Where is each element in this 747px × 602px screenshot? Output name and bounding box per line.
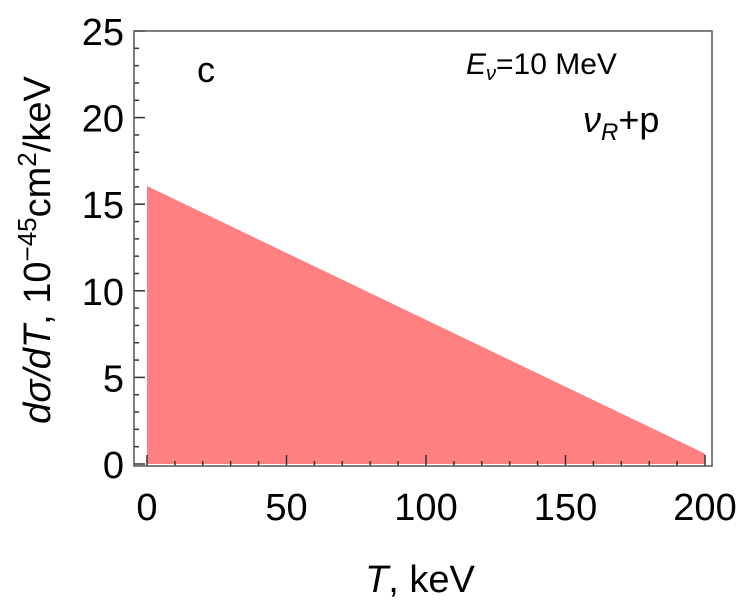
x-tick-label: 150 — [534, 487, 597, 529]
x-tick-label: 0 — [136, 487, 157, 529]
y-tick-label: 15 — [82, 185, 124, 227]
y-tick-label: 0 — [103, 445, 124, 487]
x-axis-label: T, keV — [365, 559, 475, 601]
x-tick-label: 200 — [673, 487, 736, 529]
y-tick-label: 25 — [82, 12, 124, 54]
y-tick-label: 20 — [82, 99, 124, 141]
y-tick-label: 5 — [103, 358, 124, 400]
series-area — [147, 186, 705, 464]
energy-annotation: Eν=10 MeV — [466, 48, 617, 85]
x-tick-label: 100 — [394, 487, 457, 529]
y-axis-label: dσ/dT, 10−45cm2/keV — [12, 76, 59, 424]
x-tick-label: 50 — [265, 487, 307, 529]
y-tick-label: 10 — [82, 272, 124, 314]
plot-frame — [133, 30, 713, 467]
process-annotation: νR+p — [583, 99, 659, 146]
panel-label: c — [197, 49, 215, 90]
